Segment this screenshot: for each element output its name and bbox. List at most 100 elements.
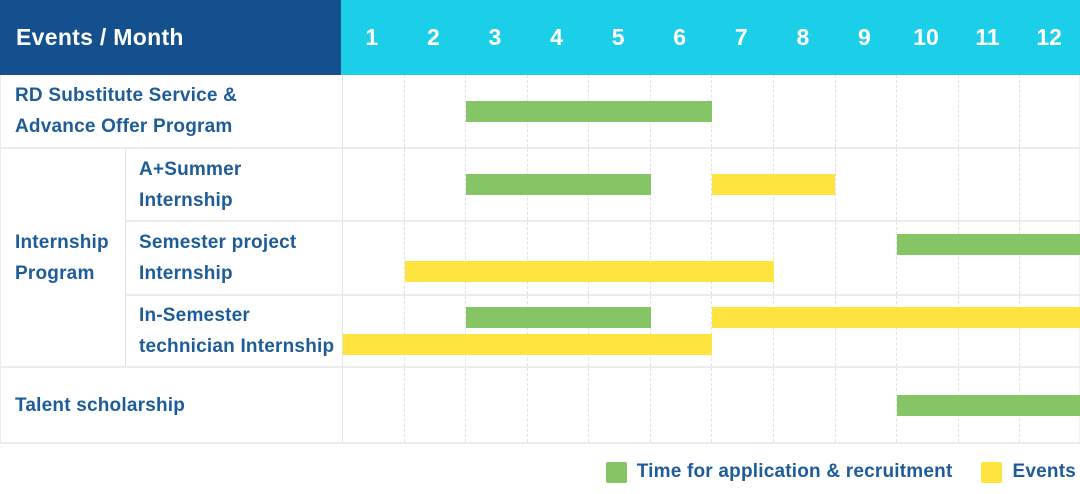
green-swatch-icon <box>605 461 627 483</box>
month-column <box>651 296 713 366</box>
month-gridlines <box>343 222 1080 294</box>
month-header-3: 3 <box>488 24 502 50</box>
month-column <box>712 75 775 147</box>
month-column <box>405 222 467 294</box>
month-column <box>466 296 528 366</box>
month-column <box>343 75 405 147</box>
yellow-swatch-icon <box>981 461 1003 483</box>
month-column <box>897 222 959 294</box>
month-column <box>343 149 405 220</box>
label-line: technician Internship <box>139 336 335 357</box>
row-label-rd-substitute: RD Substitute Service & Advance Offer Pr… <box>1 75 342 147</box>
month-column <box>897 75 959 147</box>
month-column <box>528 368 590 442</box>
month-header-12: 12 <box>1036 24 1062 50</box>
month-column <box>343 296 405 366</box>
bar-track <box>343 296 1080 366</box>
month-column <box>589 222 651 294</box>
label-line: Program <box>15 262 95 284</box>
month-column <box>897 149 959 220</box>
month-header-10: 10 <box>913 24 939 50</box>
label-line: Internship <box>15 231 109 253</box>
month-column <box>651 222 713 294</box>
chart-row-semester-project <box>342 220 1080 294</box>
month-column <box>774 222 836 294</box>
month-header-8: 8 <box>796 24 810 50</box>
month-column <box>836 296 898 366</box>
month-column <box>466 222 528 294</box>
month-column <box>836 75 898 147</box>
events-month-title: Events / Month <box>16 24 184 50</box>
month-column <box>836 149 898 220</box>
schedule-table: Events / Month 1 2 3 4 5 6 7 8 9 10 11 1… <box>0 0 1080 444</box>
month-gridlines <box>343 296 1080 366</box>
month-column <box>774 75 836 147</box>
month-column <box>405 296 467 366</box>
month-header-9: 9 <box>858 24 871 50</box>
label-line: Internship <box>139 263 233 284</box>
month-column <box>774 368 836 442</box>
month-column <box>343 368 405 442</box>
month-column <box>343 222 405 294</box>
month-column <box>405 368 467 442</box>
month-axis: 1 2 3 4 5 6 7 8 9 10 11 12 <box>341 0 1080 75</box>
label-line: A+Summer <box>139 158 242 180</box>
month-column <box>589 296 651 366</box>
month-column <box>959 296 1021 366</box>
yellow-gantt-bar <box>712 307 1080 328</box>
month-header-6: 6 <box>673 24 687 50</box>
chart-row-rd-substitute <box>342 75 1080 147</box>
month-column <box>712 296 775 366</box>
chart-row-a-plus-summer <box>342 147 1080 220</box>
month-column <box>836 222 898 294</box>
month-column <box>651 368 713 442</box>
green-gantt-bar <box>466 307 651 328</box>
legend-label: Events <box>1012 461 1076 482</box>
bar-line <box>343 234 1080 255</box>
month-column <box>959 75 1021 147</box>
group-label-internship-program: Internship Program <box>1 147 125 366</box>
month-header-7: 7 <box>734 24 748 50</box>
month-column <box>528 296 590 366</box>
green-gantt-bar <box>896 234 1080 255</box>
yellow-gantt-bar <box>343 334 712 355</box>
row-label-in-semester-technician: In-Semester technician Internship <box>125 294 342 366</box>
month-column <box>712 368 775 442</box>
month-column <box>959 149 1021 220</box>
month-header-5: 5 <box>611 24 625 50</box>
green-gantt-bar <box>896 394 1080 416</box>
label-line: Advance Offer Program <box>15 116 233 137</box>
legend-label: Time for application & recruitment <box>636 461 953 482</box>
green-gantt-bar <box>466 100 712 122</box>
chart-row-in-semester-technician <box>342 294 1080 366</box>
month-column <box>774 296 836 366</box>
month-header-2: 2 <box>426 24 440 50</box>
row-label-talent-scholarship: Talent scholarship <box>1 366 342 442</box>
bar-track <box>343 75 1080 147</box>
row-label-semester-project: Semester project Internship <box>125 220 342 294</box>
legend: Time for application & recruitment Event… <box>0 461 1080 483</box>
bar-line <box>343 174 1080 195</box>
bar-track <box>343 222 1080 294</box>
label-line: RD Substitute Service & <box>15 85 238 106</box>
month-column <box>528 222 590 294</box>
bar-line <box>343 394 1080 416</box>
bar-track <box>343 149 1080 220</box>
month-column <box>897 296 959 366</box>
month-header-4: 4 <box>550 24 563 50</box>
month-column <box>589 368 651 442</box>
month-column <box>959 222 1021 294</box>
bar-line <box>343 261 1080 282</box>
month-column <box>712 222 775 294</box>
month-header-1: 1 <box>365 24 379 50</box>
legend-item-events: Events <box>981 461 1076 483</box>
label-line: Semester project <box>139 232 297 253</box>
row-label-a-plus-summer: A+Summer Internship <box>125 147 342 220</box>
bar-track <box>343 368 1080 442</box>
month-column <box>466 368 528 442</box>
bar-line <box>343 334 1080 355</box>
table-header: Events / Month 1 2 3 4 5 6 7 8 9 10 11 1… <box>0 0 1080 75</box>
month-column <box>405 75 467 147</box>
label-line: Internship <box>139 189 233 211</box>
